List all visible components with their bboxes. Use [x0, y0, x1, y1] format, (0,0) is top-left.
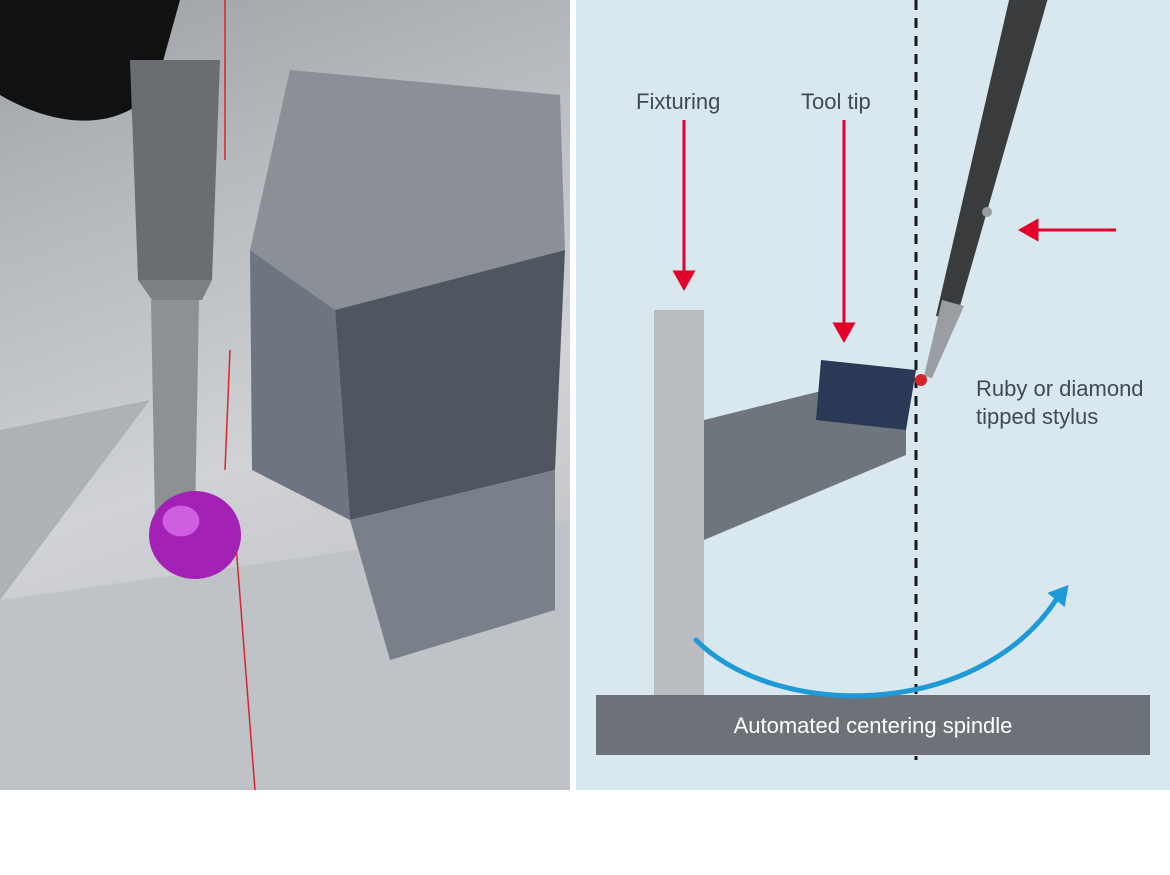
wall-shadow: [0, 400, 150, 600]
stylus-body: [936, 0, 1056, 320]
left-render-svg: [0, 0, 570, 790]
label-stylus: Ruby or diamond tipped stylus: [976, 375, 1144, 430]
label-stylus-line2: tipped stylus: [976, 404, 1098, 429]
right-schematic-panel: Automated centering spindle: [576, 0, 1170, 790]
stylus: [915, 0, 1056, 386]
label-stylus-line1: Ruby or diamond: [976, 376, 1144, 401]
probe-ball: [149, 491, 241, 579]
figure-canvas: Automated centering spindle: [0, 0, 1170, 875]
red-guideline: [225, 350, 230, 470]
left-render-panel: [0, 0, 570, 790]
arrow-stylus-head: [1021, 221, 1037, 239]
fixture-column: [654, 310, 704, 695]
label-tooltip: Tool tip: [801, 88, 871, 116]
probe-ball-highlight: [163, 506, 200, 537]
probe-shaft-step: [138, 280, 212, 300]
probe-shaft: [151, 300, 199, 520]
arrow-fixturing-head: [675, 272, 693, 288]
stylus-tip-shaft: [924, 300, 964, 378]
rotation-arc: [696, 600, 1056, 696]
probe-shaft-shadow: [130, 60, 220, 280]
label-fixturing: Fixturing: [636, 88, 720, 116]
spindle-label: Automated centering spindle: [734, 713, 1013, 738]
stylus-button-dot: [982, 207, 992, 217]
rotation-arrow: [696, 585, 1069, 696]
arrow-tooltip-head: [835, 324, 853, 340]
callout-arrows: [675, 120, 1116, 340]
tool-tip: [816, 360, 916, 430]
ruby-tip: [915, 374, 927, 386]
